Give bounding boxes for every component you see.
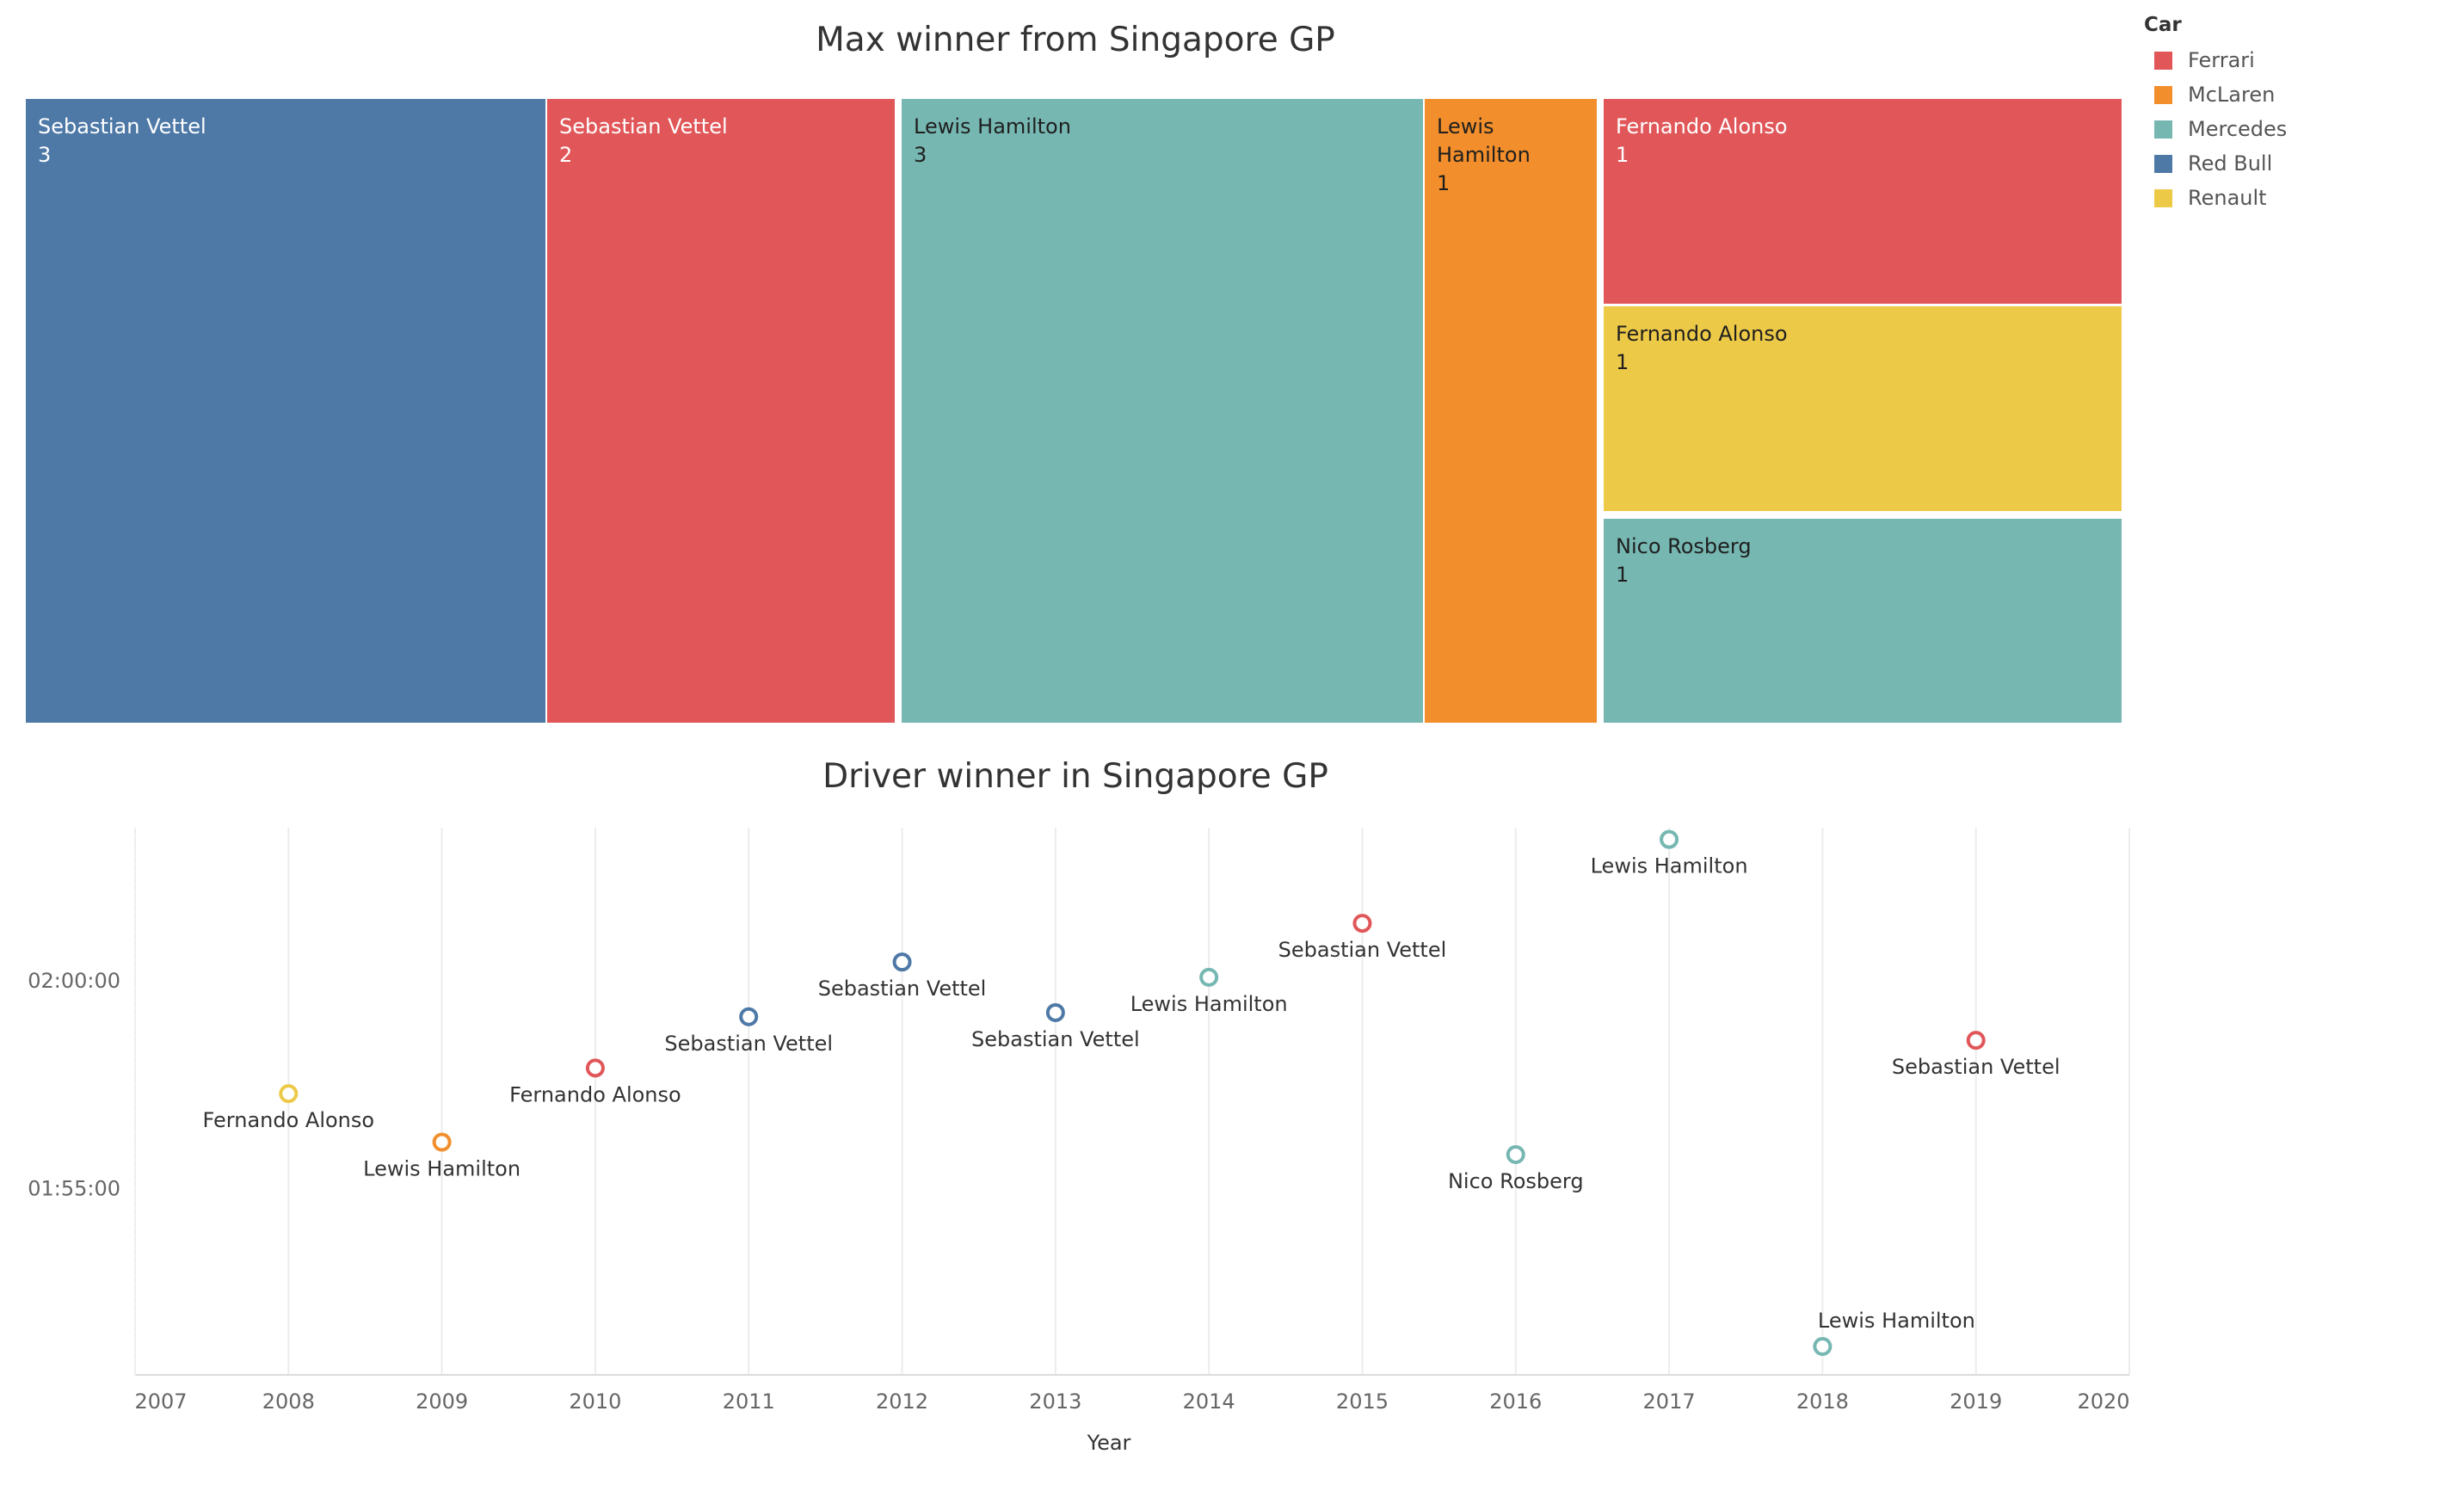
data-label-2011: Sebastian Vettel [664,1032,833,1056]
data-label-2018: Lewis Hamilton [1818,1309,1975,1333]
data-point-2013 [1045,1002,1065,1022]
treemap-tile-driver: Fernando Alonso [1616,114,1788,139]
data-point-2009 [432,1132,452,1152]
treemap-tile-driver: Lewis Hamilton [914,114,1071,139]
treemap-tile-value: 1 [1616,350,1629,374]
data-point-2016 [1506,1144,1525,1164]
x-tick-label: 2007 [134,1389,187,1414]
treemap-tile-value: 2 [559,143,573,167]
data-label-2008: Fernando Alonso [203,1108,375,1132]
treemap-tile-value: 3 [38,143,52,167]
x-tick-label: 2008 [262,1389,315,1414]
legend-label: Renault [2188,186,2267,210]
treemap-title: Max winner from Singapore GP [816,21,1335,59]
legend-item-red-bull[interactable]: Red Bull [2144,146,2287,181]
treemap-tile-fernando-alonso-renault: Fernando Alonso 1 [1604,306,2122,511]
x-tick-label: 2012 [876,1389,928,1414]
treemap-tile-sebastian-vettel-red-bull: Sebastian Vettel 3 [26,99,545,723]
legend-item-mercedes[interactable]: Mercedes [2144,112,2287,146]
data-label-2010: Fernando Alonso [509,1082,681,1106]
data-point-2012 [892,952,912,972]
legend-swatch [2154,188,2172,207]
legend-swatch [2154,120,2172,139]
x-tick-label: 2009 [416,1389,468,1414]
treemap-tile-label: Fernando Alonso 1 [1616,320,1788,377]
treemap-tile-driver: Fernando Alonso [1616,322,1788,346]
legend-swatch [2154,85,2172,104]
treemap-tile-driver: Sebastian Vettel [38,114,206,139]
data-point-2017 [1660,829,1679,849]
treemap-tile-lewis-hamilton-mercedes: Lewis Hamilton 3 [902,99,1423,723]
treemap-tile-label: Sebastian Vettel 2 [559,113,728,169]
legend-item-mclaren[interactable]: McLaren [2144,77,2287,112]
x-tick-label: 2017 [1643,1389,1696,1414]
x-axis-title: Year [1087,1431,1131,1455]
legend-swatch [2154,51,2172,70]
data-point-2018 [1813,1336,1833,1356]
legend-label: Red Bull [2188,151,2273,176]
data-label-2016: Nico Rosberg [1448,1169,1584,1193]
data-point-2019 [1966,1031,1986,1051]
data-point-2008 [279,1084,299,1104]
x-tick-label: 2016 [1489,1389,1542,1414]
legend-items: Ferrari McLaren Mercedes Red Bull Renault [2144,43,2287,215]
data-point-2015 [1352,914,1372,934]
treemap-tile-label: Nico Rosberg 1 [1616,533,1752,589]
legend-item-ferrari[interactable]: Ferrari [2144,43,2287,77]
data-label-2017: Lewis Hamilton [1591,854,1748,878]
x-tick-label: 2018 [1796,1389,1849,1414]
legend-item-renault[interactable]: Renault [2144,181,2287,215]
x-tick-label: 2013 [1029,1389,1081,1414]
treemap-tile-value: 1 [1437,171,1451,195]
treemap-tile-label: Fernando Alonso 1 [1616,113,1788,169]
data-label-2009: Lewis Hamilton [363,1156,521,1180]
treemap-tile-driver: Sebastian Vettel [559,114,728,139]
treemap-tile-value: 1 [1616,563,1629,587]
treemap-tile-driver: Nico Rosberg [1616,534,1752,558]
y-tick-label: 02:00:00 [28,969,120,993]
legend-label: Mercedes [2188,117,2288,141]
data-point-2011 [739,1007,759,1026]
treemap-tile-nico-rosberg-mercedes: Nico Rosberg 1 [1604,519,2122,723]
legend-title: Car [2144,14,2182,36]
data-label-2013: Sebastian Vettel [971,1027,1140,1051]
treemap-tile-sebastian-vettel-ferrari: Sebastian Vettel 2 [547,99,895,723]
scatter-title: Driver winner in Singapore GP [822,757,1328,796]
treemap-tile-lewis-hamilton-mclaren: Lewis Hamilton 1 [1425,99,1597,723]
data-label-2012: Sebastian Vettel [818,977,987,1001]
x-tick-label: 2011 [723,1389,775,1414]
legend: Car Ferrari McLaren Mercedes Red Bull Renaul… [2144,14,2287,215]
x-tick-label: 2019 [1950,1389,2002,1414]
data-label-2014: Lewis Hamilton [1130,992,1288,1016]
x-tick-label: 2015 [1336,1389,1389,1414]
legend-swatch [2154,154,2172,173]
treemap-tile-label: Lewis Hamilton 1 [1437,113,1531,198]
y-tick-label: 01:55:00 [28,1177,120,1201]
data-point-2010 [585,1058,605,1078]
x-tick-label: 2014 [1183,1389,1235,1414]
treemap-tile-label: Sebastian Vettel 3 [38,113,206,169]
treemap-tile-value: 1 [1616,143,1629,167]
treemap-tile-driver: Lewis Hamilton [1437,114,1531,167]
legend-label: McLaren [2188,83,2276,107]
treemap-tile-value: 3 [914,143,927,167]
data-point-2014 [1199,967,1219,987]
treemap-tile-label: Lewis Hamilton 3 [914,113,1071,169]
treemap-tile-fernando-alonso-ferrari: Fernando Alonso 1 [1604,99,2122,304]
data-label-2019: Sebastian Vettel [1892,1055,2061,1079]
x-tick-label: 2020 [2077,1389,2129,1414]
data-label-2015: Sebastian Vettel [1278,938,1447,962]
x-tick-label: 2010 [569,1389,621,1414]
legend-label: Ferrari [2188,48,2255,72]
